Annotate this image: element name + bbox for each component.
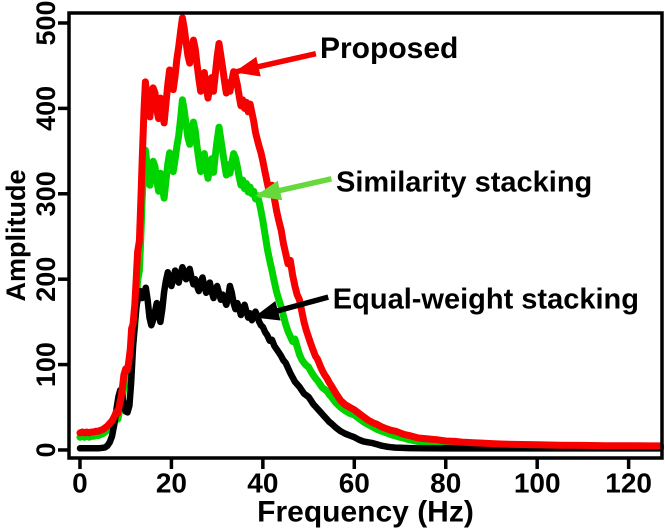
- x-tick-label: 60: [339, 468, 370, 499]
- annotation-arrow-equal-weight-stacking: [253, 294, 329, 321]
- x-tick-label: 100: [514, 468, 561, 499]
- annotation-label-proposed: Proposed: [320, 32, 458, 65]
- series-line-proposed: [76, 14, 665, 450]
- y-tick-label: 400: [31, 86, 61, 131]
- x-tick-label: 120: [605, 468, 652, 499]
- y-tick-label: 100: [31, 342, 61, 387]
- x-axis-title: Frequency (Hz): [257, 496, 474, 529]
- y-tick-label: 500: [31, 0, 61, 45]
- annotation-arrow-similarity-stacking: [255, 176, 333, 201]
- annotation-label-similarity-stacking: Similarity stacking: [336, 167, 592, 199]
- annotation-label-equal-weight-stacking: Equal-weight stacking: [333, 284, 639, 316]
- y-tick-label: 0: [31, 442, 61, 457]
- plot-area: [69, 13, 662, 458]
- x-tick-label: 20: [156, 468, 187, 499]
- y-axis-title: Amplitude: [1, 170, 31, 302]
- annotation-arrow-proposed: [233, 51, 317, 77]
- y-tick-label: 200: [31, 257, 61, 302]
- x-tick-label: 40: [247, 468, 278, 499]
- x-tick-label: 0: [72, 468, 88, 499]
- plot-box: [67, 11, 664, 460]
- x-tick-label: 80: [430, 468, 461, 499]
- y-tick-label: 300: [31, 171, 61, 216]
- series-line-equal-weight-stacking: [76, 263, 664, 452]
